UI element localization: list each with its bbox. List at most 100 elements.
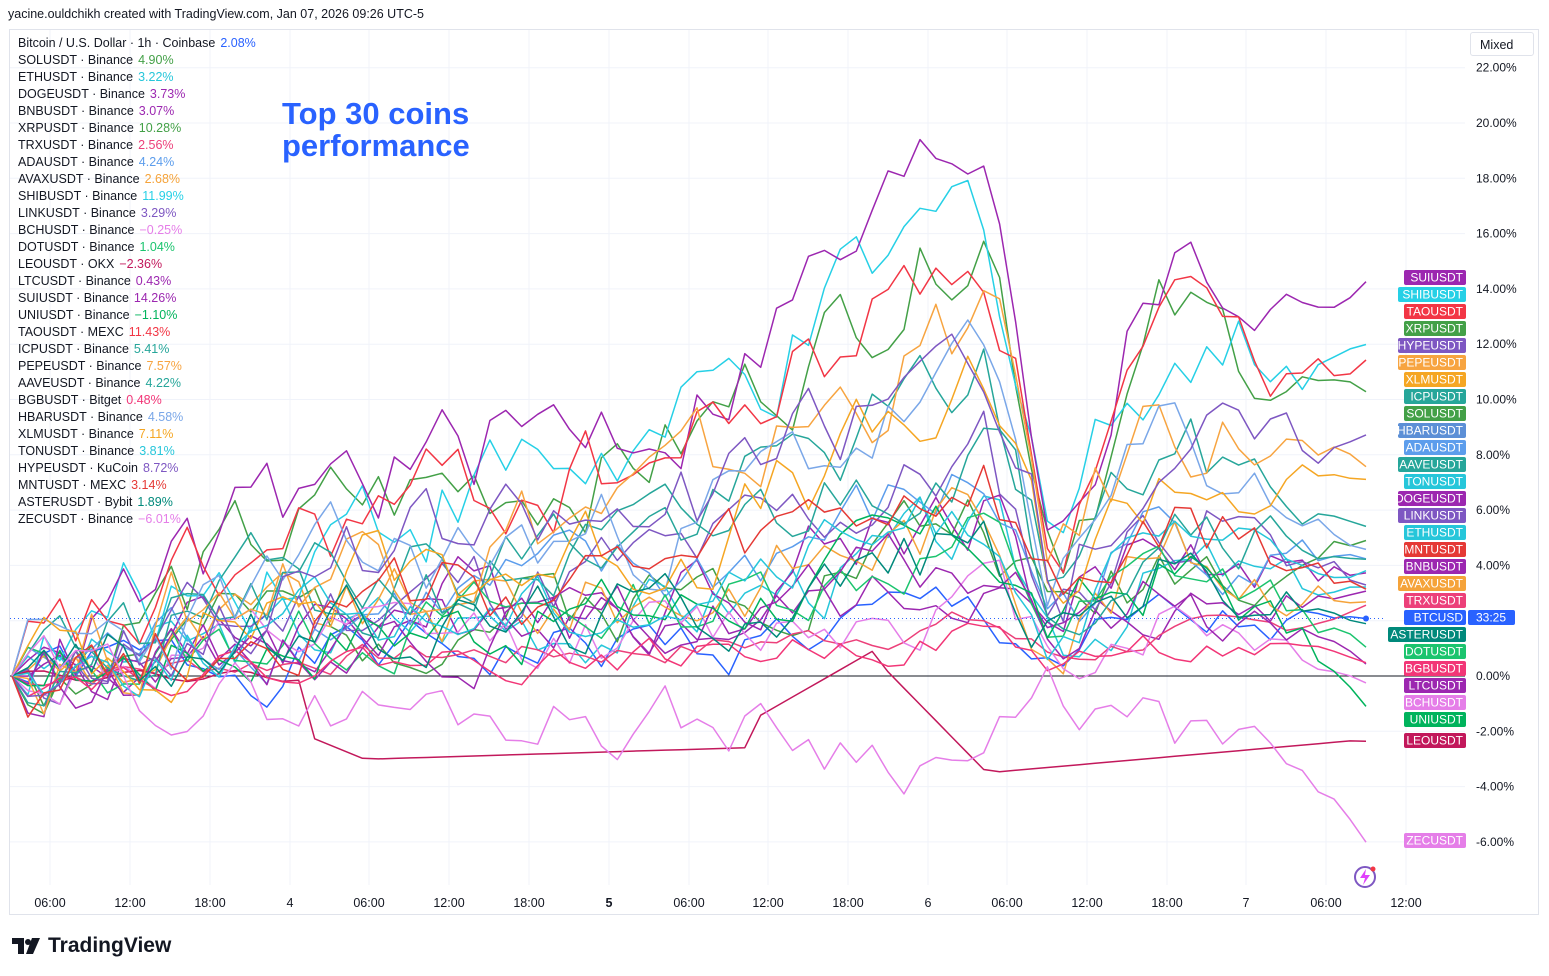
series-line-hypeusdt[interactable] (11, 333, 1367, 698)
price-label-text: XRPUSDT (1406, 322, 1464, 336)
legend-item[interactable]: LTCUSDT · Binance 0.43% (18, 273, 256, 290)
chart-frame (9, 29, 1539, 915)
footer-brand[interactable]: TradingView (12, 934, 171, 958)
series-line-uniusdt[interactable] (11, 505, 1367, 707)
legend-item[interactable]: TAOUSDT · MEXC 11.43% (18, 324, 256, 341)
legend-name: TONUSDT · Binance (18, 444, 135, 458)
legend: Bitcoin / U.S. Dollar · 1h · Coinbase 2.0… (18, 35, 256, 528)
series-line-zecusdt[interactable] (11, 634, 1367, 843)
y-tick-label: -4.00% (1476, 780, 1514, 794)
series-line-dotusdt[interactable] (11, 512, 1367, 694)
legend-name: SUIUSDT · Binance (18, 291, 129, 305)
price-label-text: ADAUSDT (1406, 441, 1464, 455)
price-label-text: BGBUSDT (1405, 662, 1464, 676)
series-line-hbarusdt[interactable] (11, 319, 1367, 677)
legend-item[interactable]: DOTUSDT · Binance 1.04% (18, 239, 256, 256)
series-line-pepeusdt[interactable] (11, 289, 1367, 715)
series-line-taousdt[interactable] (11, 264, 1367, 677)
price-label-text: SHIBUSDT (1402, 288, 1463, 302)
price-label-text: TRXUSDT (1406, 594, 1463, 608)
legend-item[interactable]: AVAXUSDT · Binance 2.68% (18, 171, 256, 188)
series-line-shibusdt[interactable] (11, 179, 1367, 696)
legend-item[interactable]: XLMUSDT · Binance 7.11% (18, 426, 256, 443)
legend-name: ZECUSDT · Binance (18, 512, 134, 526)
series-line-linkusdt[interactable] (11, 410, 1367, 705)
series-line-mntusdt[interactable] (11, 464, 1367, 718)
legend-item[interactable]: BNBUSDT · Binance 3.07% (18, 103, 256, 120)
price-label-taousdt: TAOUSDT (1404, 304, 1466, 319)
scale-mode-button[interactable]: Mixed (1470, 32, 1534, 56)
legend-item[interactable]: LEOUSDT · OKX −2.36% (18, 256, 256, 273)
legend-item[interactable]: SOLUSDT · Binance 4.90% (18, 52, 256, 69)
price-label-btcusd: BTCUSD 33:25 (1404, 610, 1515, 625)
y-tick-label: 16.00% (1476, 227, 1517, 241)
series-line-bgbusdt[interactable] (11, 622, 1367, 698)
legend-item[interactable]: TONUSDT · Binance 3.81% (18, 443, 256, 460)
series-line-leousdt[interactable] (11, 650, 1367, 773)
y-tick-label: 12.00% (1476, 337, 1517, 351)
series-line-solusdt[interactable] (11, 499, 1367, 715)
y-tick-label: 18.00% (1476, 171, 1517, 185)
title-line-1: Top 30 coins (282, 96, 470, 131)
price-label-text: BTCUSD (1414, 611, 1464, 625)
series-line-bnbusdt[interactable] (11, 575, 1367, 701)
series-line-icpusdt[interactable] (11, 348, 1367, 682)
legend-name: UNIUSDT · Binance (18, 308, 130, 322)
legend-item[interactable]: PEPEUSDT · Binance 7.57% (18, 358, 256, 375)
legend-item[interactable]: ICPUSDT · Binance 5.41% (18, 341, 256, 358)
legend-item[interactable]: ASTERUSDT · Bybit 1.89% (18, 494, 256, 511)
legend-item[interactable]: ADAUSDT · Binance 4.24% (18, 154, 256, 171)
legend-name: PEPEUSDT · Binance (18, 359, 142, 373)
legend-item[interactable]: ZECUSDT · Binance −6.01% (18, 511, 256, 528)
legend-item[interactable]: UNIUSDT · Binance −1.10% (18, 307, 256, 324)
legend-item[interactable]: HBARUSDT · Binance 4.58% (18, 409, 256, 426)
legend-item[interactable]: MNTUSDT · MEXC 3.14% (18, 477, 256, 494)
legend-item[interactable]: SHIBUSDT · Binance 11.99% (18, 188, 256, 205)
legend-name: AAVEUSDT · Binance (18, 376, 141, 390)
lightning-icon[interactable] (1351, 863, 1379, 891)
legend-change: 2.56% (138, 138, 174, 152)
price-label-text: TONUSDT (1405, 475, 1463, 489)
series-line-suiusdt[interactable] (11, 138, 1367, 718)
legend-item[interactable]: TRXUSDT · Binance 2.56% (18, 137, 256, 154)
legend-change: 7.57% (146, 359, 182, 373)
legend-change: 3.22% (138, 70, 174, 84)
price-label-text: MNTUSDT (1404, 543, 1463, 557)
legend-change: 5.41% (133, 342, 170, 356)
x-tick-label: 12:00 (1071, 896, 1102, 910)
price-label-aaveusdt: AAVEUSDT (1398, 457, 1466, 472)
y-tick-label: 8.00% (1476, 448, 1510, 462)
price-label-trxusdt: TRXUSDT (1404, 593, 1466, 608)
legend-item[interactable]: BGBUSDT · Bitget 0.48% (18, 392, 256, 409)
series-line-avaxusdt[interactable] (11, 486, 1367, 685)
legend-change: 4.22% (145, 376, 181, 390)
x-tick-label: 18:00 (1151, 896, 1182, 910)
price-label-text: DOGEUSDT (1395, 492, 1464, 506)
chart-title: Top 30 coins performance (282, 98, 470, 162)
x-tick-label: 4 (287, 896, 294, 910)
legend-item[interactable]: AAVEUSDT · Binance 4.22% (18, 375, 256, 392)
legend-item[interactable]: HYPEUSDT · KuCoin 8.72% (18, 460, 256, 477)
series-line-asterusdt[interactable] (11, 520, 1367, 688)
legend-item[interactable]: Bitcoin / U.S. Dollar · 1h · Coinbase 2.0… (18, 35, 256, 52)
series-line-dogeusdt[interactable] (11, 494, 1367, 694)
price-label-text: TAOUSDT (1407, 305, 1464, 319)
x-tick-label: 06:00 (34, 896, 65, 910)
legend-item[interactable]: XRPUSDT · Binance 10.28% (18, 120, 256, 137)
series-line-xlmusdt[interactable] (11, 355, 1367, 704)
legend-name: LEOUSDT · OKX (18, 257, 115, 271)
legend-change: 2.68% (144, 172, 181, 186)
series-line-ltcusdt[interactable] (11, 533, 1367, 709)
x-tick-label: 7 (1243, 896, 1250, 910)
price-label-icpusdt: ICPUSDT (1404, 389, 1466, 404)
price-label-text: PEPEUSDT (1398, 356, 1463, 370)
series-line-ethusdt[interactable] (11, 495, 1367, 677)
legend-item[interactable]: SUIUSDT · Binance 14.26% (18, 290, 256, 307)
price-label-ethusdt: ETHUSDT (1404, 525, 1466, 540)
series-line-xrpusdt[interactable] (11, 240, 1367, 707)
legend-item[interactable]: DOGEUSDT · Binance 3.73% (18, 86, 256, 103)
legend-item[interactable]: BCHUSDT · Binance −0.25% (18, 222, 256, 239)
legend-item[interactable]: LINKUSDT · Binance 3.29% (18, 205, 256, 222)
legend-item[interactable]: ETHUSDT · Binance 3.22% (18, 69, 256, 86)
